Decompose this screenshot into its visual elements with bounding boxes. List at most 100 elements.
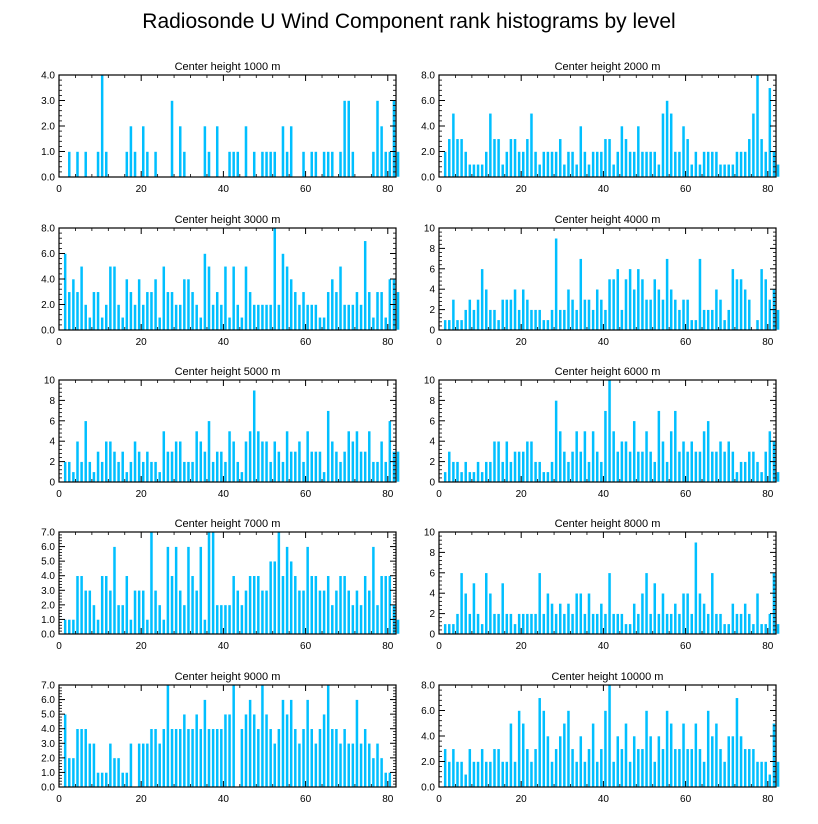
histogram-bar — [459, 319, 464, 331]
histogram-bar — [550, 461, 554, 483]
x-tick-label: 0 — [436, 641, 442, 652]
histogram-bar — [92, 471, 96, 483]
histogram-bar — [137, 278, 141, 331]
y-tick-label: 2.0 — [41, 600, 55, 611]
histogram-bar — [231, 575, 236, 635]
histogram-bar — [83, 589, 88, 635]
histogram-bar — [698, 748, 702, 788]
histogram-panel: Center height 10000 m 0 20 40 60 80 0.0 2.0 4.0 6… — [421, 671, 780, 805]
histogram-bar — [558, 603, 563, 635]
x-tick-label: 60 — [300, 489, 312, 500]
histogram-bar — [301, 291, 306, 331]
histogram-bar — [722, 451, 727, 483]
histogram-bar — [145, 451, 150, 483]
histogram-bar — [116, 304, 121, 331]
histogram-bar — [455, 138, 460, 178]
histogram-bar — [227, 316, 232, 331]
histogram-bar — [587, 592, 591, 635]
histogram-bar — [480, 748, 485, 788]
histogram-bar — [264, 304, 269, 331]
histogram-bar — [562, 613, 567, 635]
histogram-bar — [83, 304, 88, 331]
histogram-bar — [669, 112, 674, 178]
histogram-bar — [293, 728, 298, 788]
histogram-bar — [484, 151, 489, 178]
histogram-bar — [396, 451, 400, 483]
histogram-bar — [293, 451, 298, 483]
histogram-bar — [375, 291, 380, 331]
y-tick-label: 8 — [49, 396, 55, 407]
histogram-bar — [517, 309, 521, 331]
histogram-bar — [665, 461, 669, 483]
x-tick-label: 0 — [436, 337, 442, 348]
histogram-bar — [355, 430, 359, 483]
histogram-bar — [525, 613, 530, 635]
histogram-bar — [207, 728, 211, 788]
histogram-bar — [632, 420, 637, 483]
histogram-bar — [178, 125, 183, 178]
histogram-bar — [706, 309, 711, 331]
histogram-bar — [186, 728, 191, 788]
histogram-bar — [104, 772, 109, 788]
y-tick-label: 6 — [429, 264, 435, 275]
histogram-panel: Center height 5000 m 0 20 40 60 80 0 2 4 6 8 10 — [44, 366, 400, 500]
histogram-bar — [190, 291, 195, 331]
histogram-bar — [632, 288, 637, 331]
histogram-bar — [685, 592, 690, 635]
histogram-bar — [359, 451, 363, 483]
histogram-bar — [636, 268, 641, 331]
histogram-bar — [100, 461, 105, 483]
histogram-bar — [558, 309, 563, 331]
histogram-bar — [350, 604, 355, 635]
histogram-bar — [665, 710, 669, 788]
histogram-bar — [718, 440, 723, 483]
histogram-bar — [342, 575, 347, 635]
histogram-bar — [447, 138, 452, 178]
histogram-bar — [149, 461, 154, 483]
histogram-bar — [145, 151, 150, 178]
y-tick-label: 0 — [429, 326, 435, 337]
histogram-bar — [702, 430, 706, 483]
panel-title: Center height 5000 m — [175, 366, 281, 378]
histogram-bar — [743, 151, 748, 178]
histogram-bar — [521, 151, 526, 178]
x-tick-label: 20 — [516, 794, 528, 805]
histogram-bar — [190, 461, 195, 483]
histogram-bar — [776, 761, 780, 788]
y-tick-label: 6.0 — [421, 96, 435, 107]
histogram-bar — [513, 761, 517, 788]
histogram-bar — [215, 604, 220, 635]
x-tick-label: 20 — [516, 184, 528, 195]
histogram-bar — [87, 742, 92, 788]
histogram-bar — [763, 151, 768, 178]
histogram-bar — [546, 471, 550, 483]
histogram-bar — [161, 619, 166, 635]
histogram-bar — [231, 265, 236, 331]
histogram-bar — [554, 237, 558, 331]
panel-title: Center height 6000 m — [555, 366, 661, 378]
histogram-bar — [387, 772, 392, 788]
histogram-bar — [443, 623, 448, 635]
histogram-bar — [628, 268, 632, 331]
histogram-bar — [739, 613, 743, 635]
histogram-bar — [689, 748, 694, 788]
histogram-bar — [644, 299, 649, 331]
y-tick-label: 10 — [424, 528, 436, 539]
y-tick-label: 3.0 — [41, 96, 55, 107]
y-tick-label: 10 — [424, 224, 436, 235]
histogram-bar — [174, 546, 178, 635]
histogram-bar — [305, 699, 310, 788]
histogram-bar — [186, 546, 191, 635]
histogram-bar — [215, 125, 220, 178]
histogram-bar — [108, 440, 113, 483]
histogram-bar — [215, 451, 220, 483]
y-tick-label: 8 — [429, 548, 435, 559]
histogram-bar — [578, 592, 583, 635]
histogram-panel: Center height 4000 m 0 20 40 60 80 0 2 4 6 8 10 — [424, 214, 780, 348]
histogram-bar — [371, 546, 376, 635]
histogram-bar — [359, 742, 363, 788]
histogram-bar — [661, 440, 665, 483]
histogram-bar — [673, 299, 678, 331]
histogram-bar — [248, 699, 252, 788]
histogram-panel: Center height 3000 m 0 20 40 60 80 0.0 2.0 4.0 6.… — [41, 214, 400, 348]
